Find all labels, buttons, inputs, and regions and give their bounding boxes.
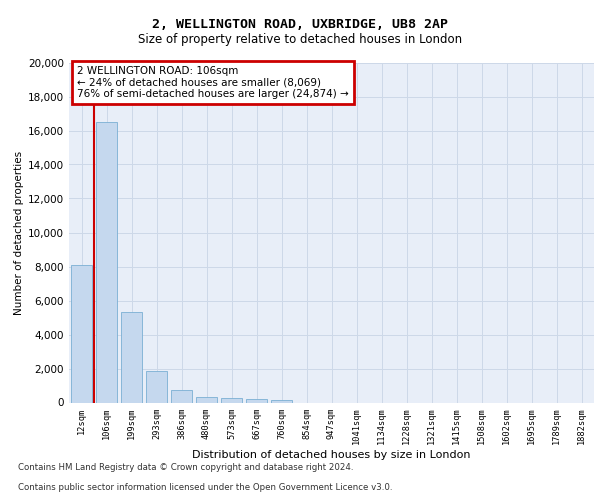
Text: Contains HM Land Registry data © Crown copyright and database right 2024.: Contains HM Land Registry data © Crown c… xyxy=(18,464,353,472)
Bar xyxy=(96,122,117,402)
Bar xyxy=(146,371,167,402)
Bar xyxy=(121,312,142,402)
Bar xyxy=(221,398,242,402)
Text: 2 WELLINGTON ROAD: 106sqm
← 24% of detached houses are smaller (8,069)
76% of se: 2 WELLINGTON ROAD: 106sqm ← 24% of detac… xyxy=(77,66,349,99)
Bar xyxy=(71,266,92,402)
Bar xyxy=(196,397,217,402)
Text: Size of property relative to detached houses in London: Size of property relative to detached ho… xyxy=(138,32,462,46)
Bar xyxy=(171,390,192,402)
Bar xyxy=(246,399,267,402)
Bar xyxy=(271,400,292,402)
Y-axis label: Number of detached properties: Number of detached properties xyxy=(14,150,24,314)
Text: Contains public sector information licensed under the Open Government Licence v3: Contains public sector information licen… xyxy=(18,484,392,492)
Text: 2, WELLINGTON ROAD, UXBRIDGE, UB8 2AP: 2, WELLINGTON ROAD, UXBRIDGE, UB8 2AP xyxy=(152,18,448,30)
X-axis label: Distribution of detached houses by size in London: Distribution of detached houses by size … xyxy=(192,450,471,460)
